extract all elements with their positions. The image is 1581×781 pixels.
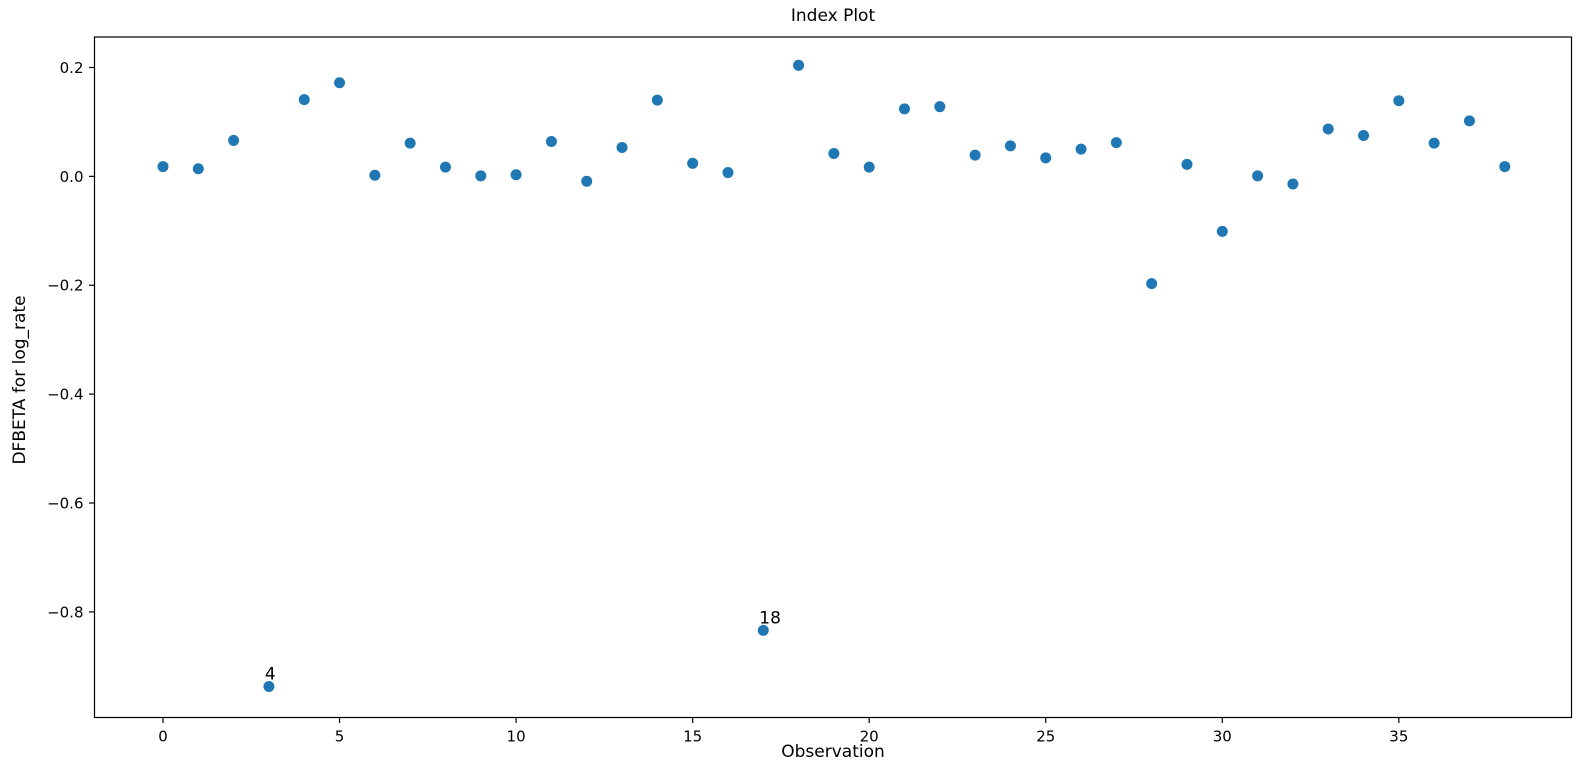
data-point <box>1428 137 1440 149</box>
chart-title: Index Plot <box>790 6 876 26</box>
data-point <box>510 169 522 181</box>
data-point <box>1463 115 1475 127</box>
data-point <box>545 136 557 148</box>
data-point <box>1499 161 1511 173</box>
data-point <box>969 149 981 161</box>
data-point <box>581 175 593 187</box>
data-point <box>1146 278 1158 290</box>
data-point <box>1110 137 1122 149</box>
data-point <box>1004 140 1016 152</box>
point-annotation: 18 <box>759 608 781 628</box>
data-point <box>687 157 699 169</box>
y-tick-label: −0.6 <box>47 495 83 513</box>
data-point <box>899 103 911 115</box>
data-point <box>616 142 628 154</box>
y-tick-label: 0.2 <box>60 59 84 77</box>
data-point <box>934 101 946 113</box>
x-tick-label: 10 <box>507 728 526 746</box>
x-axis-label: Observation <box>781 742 885 762</box>
x-tick-label: 15 <box>683 728 702 746</box>
data-point <box>828 148 840 160</box>
x-tick-label: 25 <box>1036 728 1055 746</box>
data-point <box>157 161 169 173</box>
point-annotation: 4 <box>265 664 276 684</box>
data-point <box>334 77 346 89</box>
data-point <box>722 167 734 179</box>
x-tick-label: 35 <box>1389 728 1408 746</box>
data-point <box>1358 130 1370 142</box>
data-point <box>369 169 381 181</box>
x-tick-label: 0 <box>158 728 168 746</box>
data-point <box>1075 143 1087 155</box>
x-tick-label: 30 <box>1213 728 1232 746</box>
y-tick-label: −0.4 <box>47 386 83 404</box>
data-point <box>757 624 769 636</box>
y-tick-label: 0.0 <box>60 168 84 186</box>
data-point <box>475 170 487 182</box>
data-point <box>228 134 240 146</box>
x-tick-label: 5 <box>335 728 345 746</box>
x-tick-label: 20 <box>860 728 879 746</box>
axes-frame <box>93 36 1573 719</box>
data-point <box>793 59 805 71</box>
data-point <box>298 94 310 106</box>
data-point <box>651 94 663 106</box>
data-point <box>1393 95 1405 107</box>
data-point <box>863 161 875 173</box>
data-point <box>192 163 204 175</box>
y-tick-label: −0.8 <box>47 603 83 621</box>
data-point <box>1287 178 1299 190</box>
data-point <box>1322 123 1334 135</box>
data-point <box>1181 158 1193 170</box>
y-tick-label: −0.2 <box>47 277 83 295</box>
data-point <box>263 680 275 692</box>
data-point <box>404 137 416 149</box>
data-point <box>439 161 451 173</box>
data-point <box>1216 225 1228 237</box>
data-point <box>1040 152 1052 164</box>
data-point <box>1252 170 1264 182</box>
